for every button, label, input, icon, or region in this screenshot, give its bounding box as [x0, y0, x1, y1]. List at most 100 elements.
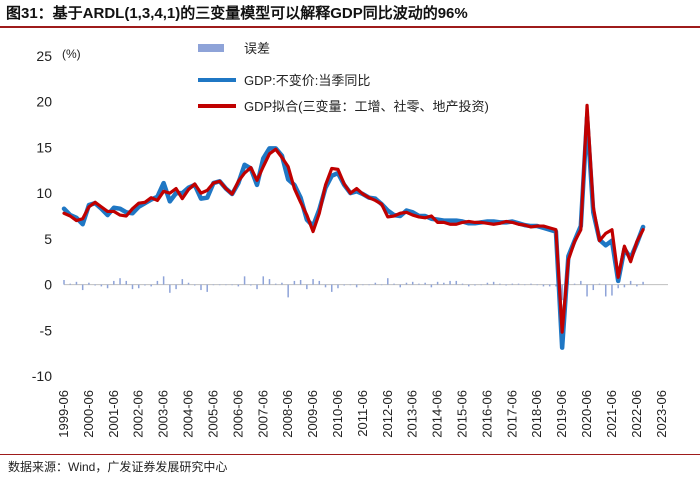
error-bar [243, 276, 246, 285]
y-tick-label: 25 [36, 48, 52, 64]
error-bar [75, 281, 78, 285]
error-bar [642, 281, 644, 285]
error-bar [113, 280, 115, 285]
figure-title: 图31：基于ARDL(1,3,4,1)的三变量模型可以解释GDP同比波动的96% [6, 5, 468, 22]
x-tick-label: 2006-06 [230, 390, 245, 438]
error-bar [561, 284, 563, 301]
y-tick-label: 5 [44, 231, 52, 247]
error-bar [237, 284, 240, 287]
fit-line [62, 103, 645, 334]
error-bar [443, 282, 445, 285]
title-rule [0, 26, 700, 28]
error-bar [418, 283, 420, 285]
x-tick-label: 2021-06 [604, 390, 619, 438]
error-bar [81, 284, 84, 291]
x-tick-label: 2001-06 [106, 390, 121, 438]
error-bar [169, 284, 171, 293]
error-bar [250, 284, 252, 286]
x-tick-label: 2013-06 [405, 390, 420, 438]
error-bar [337, 284, 339, 289]
error-bar [212, 284, 215, 286]
y-tick-label: 15 [36, 139, 52, 155]
x-tick-label: 2022-06 [629, 390, 644, 438]
error-bar [324, 284, 327, 288]
error-bar [69, 283, 71, 285]
error-bar [349, 284, 352, 286]
error-bar [125, 280, 128, 285]
error-bar [623, 284, 626, 288]
error-bar [274, 283, 277, 285]
error-bar [517, 283, 520, 285]
error-bar [604, 284, 607, 297]
error-bar [225, 284, 227, 286]
error-bar [218, 284, 221, 286]
error-bar [63, 280, 65, 285]
error-bar [231, 284, 233, 286]
error-bar [281, 282, 283, 285]
error-bar [181, 279, 184, 285]
error-bar [598, 283, 601, 285]
error-bar [262, 276, 265, 285]
error-bar [393, 283, 395, 285]
x-tick-label: 2018-06 [529, 390, 544, 438]
y-tick-label: -5 [40, 322, 53, 338]
error-bar [586, 284, 588, 297]
error-bar [580, 280, 582, 285]
error-bar [461, 283, 464, 285]
error-bar [100, 284, 103, 287]
error-bar [256, 284, 258, 290]
error-bar [499, 283, 501, 285]
error-bar [362, 284, 364, 286]
x-tick-label: 2002-06 [131, 390, 146, 438]
error-bar [530, 283, 532, 285]
error-bar [455, 280, 458, 285]
error-bar [343, 284, 345, 286]
error-bar [436, 281, 439, 285]
x-tick-label: 1999-06 [56, 390, 71, 438]
error-bar [505, 284, 507, 286]
source-rule [0, 454, 700, 455]
error-bars [63, 276, 644, 301]
error-bar [94, 284, 96, 286]
error-bar [299, 280, 302, 285]
legend-error-swatch [198, 44, 224, 52]
y-unit-label: (%) [62, 47, 81, 61]
legend: 误差 GDP:不变价:当季同比 GDP拟合(三变量：工增、社零、地产投资) [198, 41, 489, 114]
x-tick-label: 2012-06 [380, 390, 395, 438]
x-tick-label: 2007-06 [255, 390, 270, 438]
error-bar [405, 282, 408, 285]
x-tick-label: 2005-06 [205, 390, 220, 438]
error-bar [636, 284, 638, 287]
error-bar [555, 284, 557, 287]
x-tick-label: 2020-06 [579, 390, 594, 438]
x-tick-label: 2000-06 [81, 390, 96, 438]
error-bar [355, 284, 358, 288]
error-bar [368, 284, 370, 286]
error-bar [88, 282, 90, 285]
error-bar [144, 284, 146, 286]
error-bar [287, 284, 289, 298]
error-bar [306, 284, 308, 290]
error-bar [492, 281, 495, 285]
x-axis: 1999-06 2000-06 2001-06 2002-06 2003-06 2004-… [56, 390, 669, 438]
x-tick-label: 2017-06 [504, 390, 519, 438]
error-bar [200, 284, 202, 291]
error-bar [318, 280, 321, 285]
source-note: 数据来源：Wind，广发证券发展研究中心 [8, 460, 228, 474]
y-tick-label: 0 [44, 277, 52, 293]
error-bar [293, 280, 296, 285]
x-tick-label: 2009-06 [305, 390, 320, 438]
legend-fit-label: GDP拟合(三变量：工增、社零、地产投资) [244, 99, 489, 114]
series-lines [61, 103, 646, 350]
error-bar [206, 284, 208, 292]
x-tick-label: 2023-06 [654, 390, 669, 438]
x-tick-label: 2016-06 [479, 390, 494, 438]
error-bar [536, 284, 538, 286]
error-bar [175, 284, 177, 290]
error-bar [268, 279, 271, 285]
error-bar [156, 280, 159, 285]
error-bar [573, 283, 576, 285]
error-bar [542, 284, 545, 287]
legend-gdp-label: GDP:不变价:当季同比 [244, 73, 370, 88]
x-tick-label: 2004-06 [181, 390, 196, 438]
